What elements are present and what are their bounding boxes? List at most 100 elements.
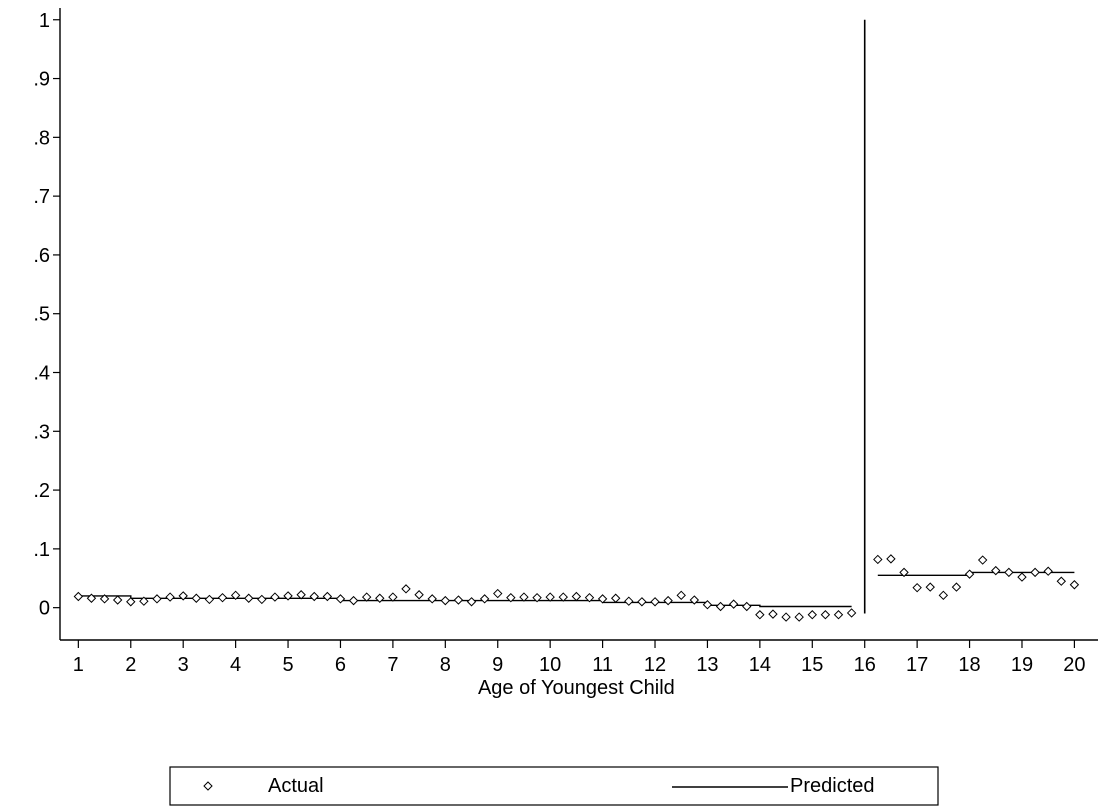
actual-point bbox=[217, 592, 228, 603]
x-tick-label: 13 bbox=[696, 654, 718, 676]
axes bbox=[59, 8, 1098, 641]
actual-point bbox=[794, 612, 804, 622]
actual-point bbox=[270, 592, 280, 602]
actual-point bbox=[99, 594, 110, 604]
actual-point bbox=[571, 591, 582, 602]
actual-point bbox=[322, 591, 333, 602]
actual-point bbox=[296, 590, 306, 600]
actual-point bbox=[755, 610, 765, 620]
actual-point bbox=[479, 594, 490, 604]
actual-point bbox=[427, 594, 437, 604]
y-axis-ticks: 0 .1 .2 .3 .4 .5 .6 .7 .8 .9 1 bbox=[33, 10, 60, 620]
actual-point bbox=[938, 590, 949, 601]
actual-point bbox=[886, 554, 896, 564]
y-tick-label: .6 bbox=[33, 245, 50, 267]
actual-point bbox=[663, 595, 673, 606]
legend-actual-label: Actual bbox=[268, 775, 324, 797]
actual-point bbox=[925, 582, 935, 592]
x-tick-label: 17 bbox=[906, 654, 928, 676]
actual-point bbox=[964, 569, 975, 579]
actual-point bbox=[873, 554, 883, 565]
actual-point bbox=[506, 592, 516, 603]
y-tick-label: .2 bbox=[33, 480, 50, 502]
actual-point bbox=[191, 593, 202, 603]
actual-point bbox=[244, 593, 254, 603]
actual-point bbox=[1069, 580, 1080, 590]
actual-point bbox=[139, 596, 149, 606]
x-tick-label: 16 bbox=[854, 654, 876, 676]
actual-point bbox=[466, 597, 477, 607]
legend-actual-marker bbox=[203, 781, 213, 791]
actual-point bbox=[401, 584, 411, 594]
actual-point bbox=[1030, 567, 1040, 578]
actual-point bbox=[676, 590, 686, 601]
actual-point bbox=[165, 592, 175, 602]
actual-point bbox=[807, 610, 817, 620]
actual-point bbox=[1017, 572, 1027, 582]
y-tick-label: .7 bbox=[33, 186, 50, 208]
x-tick-label: 7 bbox=[387, 654, 398, 676]
x-tick-label: 2 bbox=[125, 654, 136, 676]
actual-point bbox=[781, 612, 791, 622]
x-tick-label: 20 bbox=[1063, 654, 1085, 676]
y-tick-label: .9 bbox=[33, 69, 50, 91]
legend: Actual Predicted bbox=[169, 766, 939, 806]
actual-point bbox=[833, 610, 844, 620]
actual-point bbox=[257, 594, 267, 605]
x-tick-label: 8 bbox=[440, 654, 451, 676]
actual-point bbox=[414, 590, 424, 600]
actual-point bbox=[335, 594, 346, 604]
actual-point bbox=[348, 595, 359, 606]
actual-point bbox=[728, 599, 739, 609]
actual-point bbox=[178, 591, 188, 601]
actual-point bbox=[126, 597, 136, 607]
y-tick-label: .1 bbox=[33, 539, 50, 561]
y-tick-label: 0 bbox=[39, 598, 50, 620]
actual-point bbox=[453, 595, 464, 605]
x-tick-label: 3 bbox=[178, 654, 189, 676]
y-tick-label: .4 bbox=[33, 363, 50, 385]
actual-point bbox=[519, 592, 529, 602]
actual-point bbox=[820, 610, 831, 620]
x-tick-label: 9 bbox=[492, 654, 503, 676]
x-tick-label: 15 bbox=[801, 654, 823, 676]
x-tick-label: 18 bbox=[958, 654, 980, 676]
x-tick-label: 11 bbox=[592, 654, 613, 676]
actual-point bbox=[742, 601, 752, 612]
actual-point bbox=[309, 591, 319, 602]
x-tick-label: 5 bbox=[282, 654, 293, 676]
actual-point bbox=[1056, 576, 1067, 586]
y-tick-label: .5 bbox=[33, 304, 50, 326]
x-tick-label: 19 bbox=[1011, 654, 1033, 676]
actual-point bbox=[637, 597, 647, 607]
actual-point bbox=[991, 565, 1001, 576]
y-tick-label: .8 bbox=[33, 127, 50, 149]
legend-predicted-label: Predicted bbox=[790, 775, 875, 797]
actual-point bbox=[86, 593, 97, 603]
actual-point bbox=[1043, 566, 1053, 576]
actual-point bbox=[715, 601, 726, 612]
actual-point bbox=[558, 592, 568, 602]
actual-point bbox=[846, 608, 857, 618]
actual-point bbox=[977, 555, 988, 565]
actual-point bbox=[650, 597, 660, 607]
x-tick-label: 4 bbox=[230, 654, 241, 676]
y-tick-label: 1 bbox=[39, 10, 50, 32]
actual-point bbox=[375, 593, 385, 603]
actual-point bbox=[689, 595, 700, 605]
actual-point bbox=[152, 594, 162, 604]
y-tick-label: .3 bbox=[33, 421, 50, 443]
actual-point bbox=[493, 588, 503, 599]
x-tick-label: 1 bbox=[73, 654, 84, 676]
actual-point bbox=[283, 591, 293, 601]
actual-point bbox=[204, 594, 215, 605]
actual-point bbox=[597, 594, 608, 604]
actual-point bbox=[899, 567, 909, 578]
actual-point bbox=[388, 592, 398, 602]
x-tick-label: 14 bbox=[749, 654, 771, 676]
actual-point bbox=[1004, 567, 1014, 578]
actual-point bbox=[230, 590, 241, 601]
x-tick-label: 6 bbox=[335, 654, 346, 676]
actual-point bbox=[702, 600, 713, 610]
